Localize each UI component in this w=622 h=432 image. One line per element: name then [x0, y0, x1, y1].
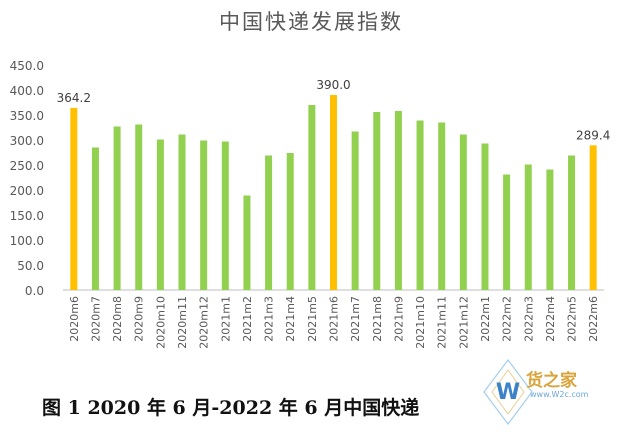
bar-2020m11 [178, 134, 186, 290]
watermark-badge-icon: W [483, 359, 533, 425]
x-tick-label: 2021m8 [371, 296, 384, 342]
data-label: 390.0 [316, 78, 350, 92]
x-tick-label: 2020m11 [176, 296, 189, 349]
bar-2021m2 [243, 195, 251, 290]
y-tick-label: 450.0 [10, 59, 44, 73]
bar-2020m12 [200, 140, 208, 290]
bar-2022m1 [481, 143, 489, 290]
x-tick-label: 2020m6 [68, 296, 81, 342]
chart-title: 中国快递发展指数 [219, 10, 403, 34]
y-tick-label: 0.0 [25, 284, 44, 298]
bar-2022m3 [524, 164, 532, 290]
bar-2020m8 [113, 126, 121, 290]
bar-2021m3 [265, 155, 273, 290]
bar-2021m12 [459, 134, 467, 290]
y-tick-label: 350.0 [10, 109, 44, 123]
y-tick-label: 100.0 [10, 234, 44, 248]
x-tick-label: 2021m11 [436, 296, 449, 349]
x-tick-label: 2022m2 [501, 296, 514, 342]
x-tick-label: 2022m4 [544, 296, 557, 342]
y-tick-label: 250.0 [10, 159, 44, 173]
bar-2020m6 [70, 107, 78, 291]
data-label: 289.4 [576, 128, 610, 142]
bar-2022m5 [568, 155, 576, 290]
x-tick-label: 2021m10 [414, 296, 427, 349]
bar-2020m10 [156, 139, 164, 290]
bar-2022m2 [503, 174, 511, 290]
x-tick-label: 2021m3 [263, 296, 276, 342]
bar-2020m9 [135, 124, 143, 290]
bar-2022m4 [546, 169, 554, 290]
y-tick-label: 50.0 [17, 259, 44, 273]
x-tick-label: 2020m12 [198, 296, 211, 349]
watermark-text: 货之家 [526, 371, 577, 391]
x-tick-label: 2021m5 [306, 296, 319, 342]
x-tick-label: 2021m2 [241, 296, 254, 342]
x-tick-label: 2021m4 [284, 296, 297, 342]
x-tick-label: 2022m1 [479, 296, 492, 342]
x-tick-label: 2021m7 [349, 296, 362, 342]
x-tick-label: 2020m8 [111, 296, 124, 342]
figure-caption: 图 1 2020 年 6 月-2022 年 6 月中国快递 [42, 397, 420, 419]
x-tick-label: 2020m7 [89, 296, 102, 342]
bar-2022m6 [589, 145, 597, 290]
y-tick-label: 150.0 [10, 209, 44, 223]
x-tick-label: 2022m5 [566, 296, 579, 342]
x-tick-label: 2022m3 [522, 296, 535, 342]
bar-2021m7 [351, 131, 359, 290]
y-tick-label: 200.0 [10, 184, 44, 198]
x-tick-label: 2021m1 [219, 296, 232, 342]
bar-2021m11 [438, 122, 446, 290]
bar-2021m5 [308, 105, 316, 290]
bar-2021m8 [373, 112, 381, 290]
y-tick-label: 300.0 [10, 134, 44, 148]
x-tick-label: 2022m6 [587, 296, 600, 342]
bar-2021m6 [330, 95, 337, 290]
y-tick-label: 400.0 [10, 84, 44, 98]
data-label: 364.2 [57, 91, 91, 105]
bar-2021m4 [286, 153, 294, 290]
watermark-subtext: www.W2c.com [530, 390, 589, 399]
bar-2021m1 [221, 141, 229, 290]
x-tick-label: 2020m9 [133, 296, 146, 342]
bar-2021m10 [416, 120, 424, 290]
x-tick-label: 2020m10 [154, 296, 167, 349]
watermark-letter: W [496, 380, 520, 405]
bar-2020m7 [91, 147, 99, 290]
x-tick-label: 2021m6 [328, 296, 341, 342]
watermark-logo: W 货之家 www.W2c.com [478, 352, 620, 428]
x-tick-label: 2021m9 [392, 296, 405, 342]
x-tick-label: 2021m12 [457, 296, 470, 349]
bar-2021m9 [394, 111, 402, 290]
